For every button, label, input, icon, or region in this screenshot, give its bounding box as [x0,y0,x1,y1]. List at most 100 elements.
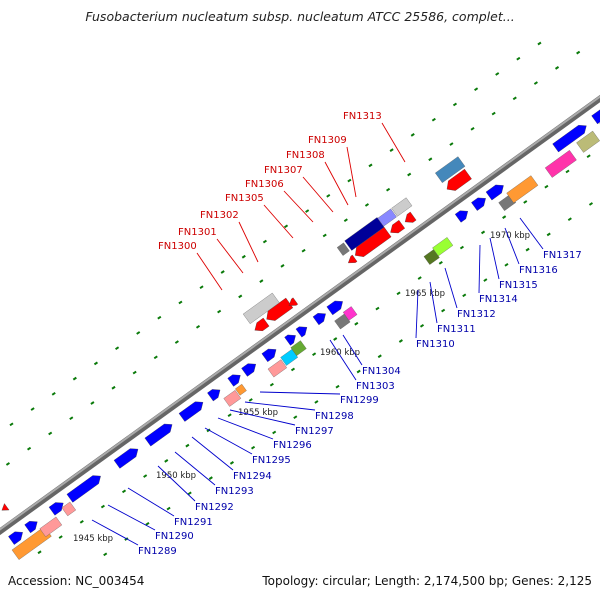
scale-tick [48,431,53,436]
scale-tick [441,308,446,313]
forward-gene-shape [485,184,504,201]
forward-gene-shape [227,374,241,387]
gene-label-fn1314: FN1314 [479,294,518,305]
gene-lightgray [391,197,413,217]
forward-gene [552,125,587,153]
scale-tick [377,354,382,359]
gene-pink-shape [39,516,63,537]
reverse-gene-shape [404,211,417,223]
scale-tick [185,443,190,448]
label-leader [107,504,156,531]
scale-tick [115,346,120,350]
scale-tick [153,355,158,360]
scale-tick [208,476,213,480]
forward-gene [261,348,277,362]
scale-tick [333,337,338,341]
forward-gene-shape [552,125,587,153]
gene-features [1,106,600,560]
scale-tick [431,117,436,122]
gene-label-fn1290: FN1290 [155,531,194,542]
reverse-gene-small-shape [1,503,10,511]
forward-gene [178,401,204,422]
forward-gene-shape [144,423,173,447]
scale-tick [375,306,380,311]
scale-tick [322,233,327,238]
gene-label-fn1298: FN1298 [315,411,354,422]
gene-magenta-shape [342,306,358,321]
forward-gene-shape [207,389,221,402]
map-title: Fusobacterium nucleatum subsp. nucleatum… [85,9,515,24]
gene-lightgray-shape [242,292,280,324]
label-leader [244,401,316,411]
scale-tick [452,102,458,107]
scale-tick [121,489,127,494]
scale-tick [474,87,479,92]
forward-gene [485,184,504,201]
gene-label-fn1293: FN1293 [215,486,254,497]
scale-tick [174,340,179,344]
forward-gene-shape [326,300,343,316]
gene-label-fn1291: FN1291 [174,517,213,528]
scale-tick [368,163,373,168]
forward-gene [207,389,221,402]
scale-tick [343,218,348,223]
scale-tick [417,276,422,280]
label-leader [157,465,196,502]
forward-gene [471,197,486,211]
label-leader [444,267,458,309]
reverse-gene [288,297,298,306]
scale-tick [419,323,425,328]
gene-steelblue [435,156,466,183]
scale-tick [326,193,331,198]
scale-tick [5,462,10,466]
scale-tick [588,202,594,206]
gene-label-fn1297: FN1297 [295,426,334,437]
gene-steelblue-shape [435,156,466,183]
label-leader [196,252,223,291]
scale-tick [217,309,222,314]
scale-label: 1950 kbp [156,471,196,481]
gene-orange-shape [506,175,539,204]
scale-tick [241,254,246,259]
label-leader [519,217,544,250]
scale-tick [386,187,391,192]
gene-pink [39,516,63,537]
label-leaders [91,122,544,546]
scale-tick [220,270,225,274]
scale-tick [495,72,500,76]
scale-tick [37,550,42,555]
scale-tick [93,361,99,366]
label-leader [217,417,274,440]
gene-label-fn1305: FN1305 [225,193,264,204]
scale-tick [51,392,56,396]
gene-orange-shape [235,383,247,396]
label-leader [478,244,481,294]
gene-label-fn1316: FN1316 [519,265,558,276]
gene-lightgray [242,292,280,324]
scale-tick [480,230,486,235]
forward-gene-shape [66,475,101,503]
reverse-gene [254,317,270,331]
scale-tick [356,369,361,374]
label-leader [346,146,357,198]
scale-tick [269,382,274,387]
reverse-gene [446,168,472,191]
scale-tick [30,407,35,411]
label-leader [329,339,357,381]
scale-tick [312,352,317,357]
forward-gene-shape [454,210,468,223]
scale-tick [470,126,475,131]
forward-gene-shape [312,313,326,326]
scale-tick [272,430,277,435]
forward-gene-shape [241,363,256,377]
scale-label: 1965 kbp [405,289,445,299]
gene-label-fn1308: FN1308 [286,150,325,161]
label-leader [216,238,244,274]
scale-tick [229,461,234,465]
scale-tick [90,401,95,405]
forward-gene [241,363,256,377]
scale-tick [459,245,464,250]
gene-label-fn1301: FN1301 [178,227,217,238]
gene-salmon-shape [267,359,287,378]
gene-salmon [267,359,287,378]
